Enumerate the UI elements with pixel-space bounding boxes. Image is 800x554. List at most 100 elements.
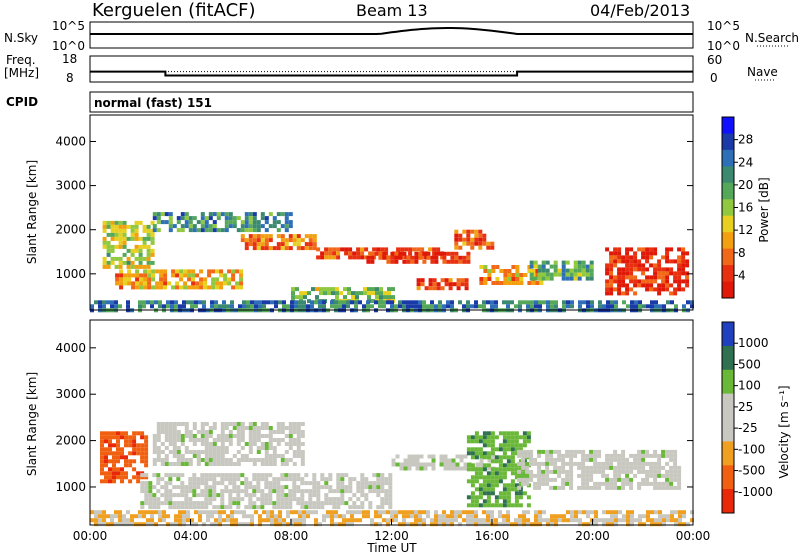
echo-cell <box>366 300 370 305</box>
echo-cell <box>482 451 487 456</box>
echo-cell <box>276 430 281 434</box>
echo-cell <box>316 481 321 486</box>
echo-cell <box>541 469 546 474</box>
echo-cell <box>490 451 495 456</box>
echo-cell <box>232 434 237 438</box>
echo-cell <box>250 304 254 309</box>
echo-cell <box>565 473 570 478</box>
colorbar-swatch <box>722 149 734 167</box>
echo-cell <box>323 287 327 292</box>
echo-cell <box>120 471 124 476</box>
echo-cell <box>352 501 357 506</box>
echo-cell <box>102 522 106 527</box>
echo-cell <box>231 277 236 282</box>
echo-cell <box>681 247 686 252</box>
echo-cell <box>569 477 574 482</box>
echo-cell <box>127 277 132 282</box>
echo-cell <box>215 269 220 274</box>
echo-cell <box>276 481 281 486</box>
echo-cell <box>352 477 357 482</box>
echo-cell <box>553 469 558 474</box>
echo-cell <box>250 514 254 519</box>
echo-cell <box>264 228 269 233</box>
echo-cell <box>159 269 164 274</box>
echo-cell <box>200 438 205 442</box>
nsky-left-tick-top: 10^5 <box>52 19 85 33</box>
echo-cell <box>172 505 177 510</box>
echo-cell <box>514 518 518 523</box>
echo-cell <box>144 481 149 486</box>
echo-cell <box>108 467 112 472</box>
echo-cell <box>168 224 173 229</box>
echo-cell <box>546 522 550 527</box>
echo-cell <box>188 489 193 494</box>
echo-cell <box>569 461 574 466</box>
echo-cell <box>621 271 626 276</box>
echo-cell <box>478 304 482 309</box>
echo-cell <box>120 455 124 460</box>
echo-cell <box>653 473 658 478</box>
echo-cell <box>384 477 389 482</box>
echo-cell <box>215 285 220 290</box>
echo-cell <box>426 510 430 515</box>
echo-cell <box>240 473 245 478</box>
echo-cell <box>282 522 286 527</box>
echo-cell <box>487 269 492 273</box>
echo-cell <box>156 434 161 438</box>
echo-cell <box>455 454 460 459</box>
echo-cell <box>432 278 437 283</box>
echo-cell <box>284 246 289 251</box>
echo-cell <box>541 473 546 478</box>
echo-cell <box>260 505 265 510</box>
echo-cell <box>370 304 374 309</box>
echo-cell <box>585 485 590 490</box>
echo-cell <box>192 481 197 486</box>
echo-cell <box>455 462 460 467</box>
echo-cell <box>618 510 622 515</box>
echo-cell <box>119 273 124 278</box>
echo-cell <box>330 522 334 527</box>
echo-cell <box>502 435 507 440</box>
echo-cell <box>139 277 144 282</box>
echo-cell <box>617 291 622 296</box>
echo-cell <box>180 458 185 462</box>
echo-cell <box>268 473 273 478</box>
echo-cell <box>207 273 212 278</box>
echo-cell <box>242 510 246 515</box>
echo-band <box>529 260 594 281</box>
echo-cell <box>236 505 241 510</box>
echo-cell <box>144 451 149 456</box>
echo-cell <box>268 489 273 494</box>
echo-cell <box>246 514 250 519</box>
echo-cell <box>490 304 494 309</box>
echo-cell <box>284 473 289 478</box>
echo-cell <box>479 277 484 281</box>
echo-cell <box>384 481 389 486</box>
echo-cell <box>256 497 261 502</box>
echo-cell <box>594 510 598 515</box>
echo-cell <box>158 514 162 519</box>
echo-cell <box>348 485 353 490</box>
echo-cell <box>228 442 233 446</box>
echo-cell <box>260 212 265 217</box>
echo-cell <box>100 467 104 472</box>
echo-cell <box>606 518 610 523</box>
echo-cell <box>685 259 690 264</box>
echo-cell <box>232 462 237 466</box>
echo-cell <box>366 514 370 519</box>
echo-cell <box>432 251 437 256</box>
echo-cell <box>613 287 618 292</box>
echo-cell <box>278 300 282 305</box>
echo-cell <box>470 447 475 452</box>
echo-cell <box>423 466 428 471</box>
echo-cell <box>374 522 378 527</box>
echo-cell <box>386 518 390 523</box>
echo-cell <box>630 300 634 305</box>
echo-cell <box>228 501 233 506</box>
echo-cell <box>167 281 172 286</box>
echo-cell <box>168 477 173 482</box>
ytick-label: 3000 <box>55 387 86 401</box>
ytick-label: 4000 <box>55 134 86 148</box>
echo-cell <box>474 451 479 456</box>
echo-cell <box>646 514 650 519</box>
